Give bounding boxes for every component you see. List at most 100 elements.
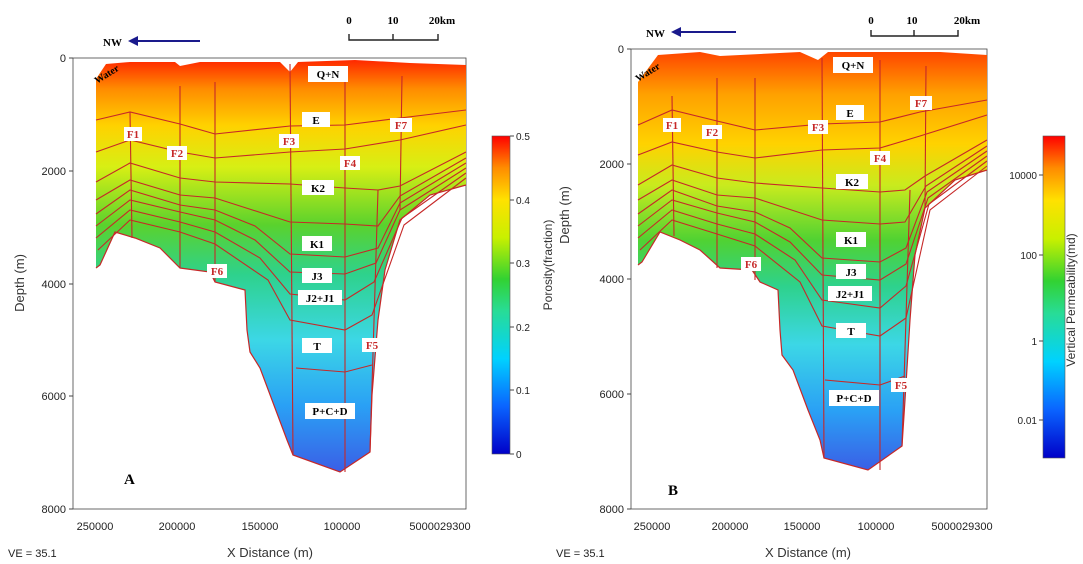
colorbar-tick-label: 1 (1031, 337, 1037, 348)
unit-labels: Q+N E K2 K1 J3 J2+J1 T P+C+D (828, 57, 879, 406)
fault-f6-label: F6 (745, 259, 758, 271)
x-axis-label: X Distance (m) (765, 545, 851, 560)
horizon-k1-top (637, 139, 988, 193)
fault-f3-label: F3 (812, 122, 825, 134)
fault-f7-label: F7 (915, 98, 928, 110)
fault-f7-line (924, 65, 927, 209)
x-axis: 250000 200000 150000 100000 5000029300 X… (634, 521, 993, 560)
y-axis: 0 2000 4000 6000 8000 Depth (m) (557, 44, 631, 516)
unit-label-bg (302, 268, 332, 283)
y-axis: 0 2000 4000 6000 8000 Depth (m) (12, 53, 73, 516)
unit-qn-label: Q+N (842, 60, 865, 72)
x-axis-label: X Distance (m) (227, 545, 313, 560)
y-tick-label: 0 (618, 44, 624, 56)
unit-label-bg (302, 112, 330, 127)
y-tick-label: 2000 (600, 159, 624, 171)
unit-label-bg (302, 236, 332, 251)
y-tick-label: 6000 (600, 389, 624, 401)
fault-f7-label: F7 (395, 120, 408, 132)
unit-label-bg (302, 180, 334, 195)
x-tick-label: 5000029300 (409, 521, 470, 533)
x-tick-label: 5000029300 (931, 521, 992, 533)
colorbar-tick-label: 0.4 (516, 196, 530, 207)
y-tick-label: 4000 (600, 274, 624, 286)
y-tick-label: 8000 (600, 504, 624, 516)
unit-qn-label: Q+N (317, 69, 340, 81)
scale-tick-label: 20km (954, 15, 980, 27)
y-tick-label: 6000 (42, 391, 66, 403)
scale-bar (870, 30, 959, 37)
fault-label-bg (390, 118, 412, 132)
unit-pcd-label: P+C+D (836, 393, 871, 405)
unit-j3-label: J3 (846, 267, 858, 279)
fault-label-bg (891, 378, 911, 392)
colorbar-tick-label: 10000 (1009, 171, 1037, 182)
fault-label-bg (808, 120, 828, 134)
horizon-e-top (637, 99, 988, 131)
colorbar-ramp (1042, 135, 1066, 459)
horizon-k2-top (637, 114, 988, 159)
scale-tick-label: 10 (388, 15, 400, 27)
unit-j2j1-label: J2+J1 (306, 293, 334, 305)
horizon-j-top (637, 150, 988, 263)
scale-tick-label: 0 (346, 15, 352, 27)
y-tick-label: 4000 (42, 279, 66, 291)
horizon-j3-top (95, 157, 467, 227)
y-axis-label: Depth (m) (557, 186, 572, 244)
section-outline (637, 169, 988, 471)
fault-f5-label: F5 (366, 340, 379, 352)
y-tick-label: 0 (60, 53, 66, 65)
fault-label-bg (870, 151, 890, 165)
scale-tick-label: 20km (429, 15, 455, 27)
unit-t-label: T (847, 326, 855, 338)
unit-label-bg (833, 57, 873, 73)
scale-bar (348, 34, 439, 41)
fault-label-bg (663, 118, 681, 132)
fault-labels: F1 F2 F3 F4 F5 F6 F7 (663, 96, 932, 392)
colorbar-label: Vertical Permeability(md) (1064, 233, 1078, 366)
colorbar-porosity: 0 0.1 0.2 0.3 0.4 0.5 Porosity(fraction) (491, 132, 555, 461)
x-tick-label: 150000 (242, 521, 279, 533)
unit-j3-label: J3 (312, 271, 324, 283)
unit-k1-label: K1 (844, 235, 858, 247)
unit-e-label: E (846, 108, 853, 120)
vertical-exaggeration: VE = 35.1 (8, 548, 57, 560)
orientation-label: NW (646, 28, 665, 40)
vertical-exaggeration: VE = 35.1 (556, 548, 605, 560)
unit-label-bg (836, 232, 866, 247)
scale-tick-label: 10 (907, 15, 919, 27)
panel-a-cross-section: Q+N E K2 K1 J3 J2+J1 T P+C+D F1 F2 F3 F4 (8, 15, 555, 560)
panel-b-cross-section: Q+N E K2 K1 J3 J2+J1 T P+C+D F1 F2 F3 F4 (556, 15, 1078, 560)
colorbar-tick-label: 0.1 (516, 386, 530, 397)
unit-label-bg (828, 286, 872, 301)
x-tick-label: 250000 (634, 521, 671, 533)
fault-f4-label: F4 (874, 153, 887, 165)
x-axis: 250000 200000 150000 100000 5000029300 X… (77, 521, 471, 560)
x-tick-label: 200000 (159, 521, 196, 533)
fault-f5-label: F5 (895, 380, 908, 392)
horizon-basement (639, 165, 988, 337)
unit-label-bg (836, 264, 866, 279)
unit-e-label: E (312, 115, 319, 127)
colorbar-tick-label: 0.3 (516, 259, 530, 270)
x-tick-label: 250000 (77, 521, 114, 533)
fault-f5-line (901, 189, 911, 447)
y-tick-label: 2000 (42, 166, 66, 178)
fault-f1-label: F1 (666, 120, 678, 132)
x-tick-label: 150000 (784, 521, 821, 533)
fault-f1-label: F1 (127, 129, 139, 141)
horizon-j-top (95, 162, 467, 258)
unit-label-bg (308, 66, 348, 82)
y-tick-label: 8000 (42, 504, 66, 516)
fault-f3-line (289, 63, 294, 456)
horizon-t-top (637, 155, 988, 281)
fault-label-bg (702, 125, 722, 139)
unit-k2-label: K2 (311, 183, 326, 195)
fault-labels: F1 F2 F3 F4 F5 F6 F7 (124, 118, 412, 352)
colorbar-tick-label: 0.2 (516, 323, 530, 334)
horizon-t-top (95, 167, 467, 275)
colorbar-tick-label: 0.01 (1018, 416, 1038, 427)
section-outline (95, 184, 467, 473)
unit-label-bg (298, 290, 342, 305)
